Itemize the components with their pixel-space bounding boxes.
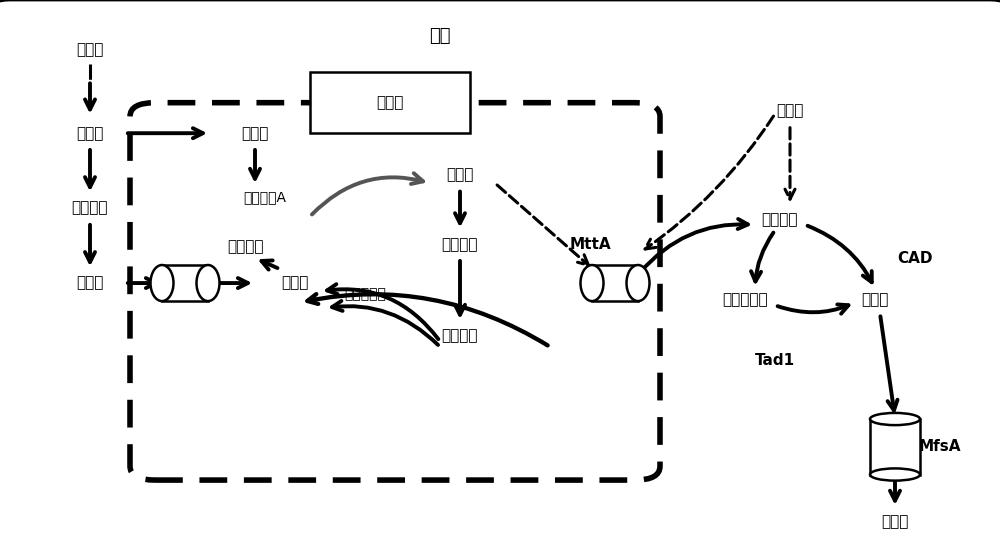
Ellipse shape	[196, 265, 220, 301]
Text: 衣康酸: 衣康酸	[861, 292, 889, 307]
Text: 丙酮酸: 丙酮酸	[76, 125, 104, 141]
Text: 柠檬酸: 柠檬酸	[446, 167, 474, 183]
Ellipse shape	[870, 468, 920, 481]
Text: 顺乌头酸: 顺乌头酸	[442, 236, 478, 252]
Text: MttA: MttA	[569, 236, 611, 252]
Text: 胞质: 胞质	[429, 27, 451, 45]
Text: 反式乌头酸: 反式乌头酸	[722, 292, 768, 307]
Text: 苹果酸: 苹果酸	[281, 275, 309, 291]
Text: Tad1: Tad1	[755, 353, 795, 369]
Text: 乙酰辅酶A: 乙酰辅酶A	[244, 190, 287, 204]
Text: 草酰乙酸: 草酰乙酸	[72, 200, 108, 216]
Ellipse shape	[150, 265, 174, 301]
Text: 线粒体: 线粒体	[376, 95, 404, 110]
Text: 柠檬酸: 柠檬酸	[776, 103, 804, 119]
Text: MfsA: MfsA	[919, 439, 961, 455]
Text: 异柠檬酸: 异柠檬酸	[442, 328, 478, 344]
Text: 衣康酸: 衣康酸	[881, 514, 909, 529]
FancyBboxPatch shape	[870, 419, 920, 475]
Text: 顺乌头酸: 顺乌头酸	[762, 211, 798, 227]
Ellipse shape	[626, 265, 650, 301]
Text: 苹果酸: 苹果酸	[76, 275, 104, 291]
Text: 丙酮酸: 丙酮酸	[241, 125, 269, 141]
Text: CAD: CAD	[897, 250, 933, 266]
Text: 葡萄糖: 葡萄糖	[76, 42, 104, 58]
Ellipse shape	[580, 265, 604, 301]
Text: 三羧酸循环: 三羧酸循环	[344, 287, 386, 301]
Text: 草酰乙酸: 草酰乙酸	[227, 239, 263, 255]
Ellipse shape	[870, 413, 920, 425]
FancyBboxPatch shape	[310, 72, 470, 133]
FancyBboxPatch shape	[162, 265, 208, 301]
FancyBboxPatch shape	[592, 265, 638, 301]
